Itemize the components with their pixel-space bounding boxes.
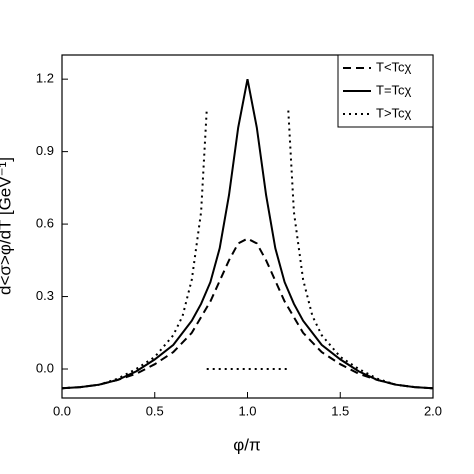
x-axis-title: φ/π bbox=[233, 435, 260, 454]
x-tick-label: 0.5 bbox=[146, 403, 164, 418]
series-line bbox=[61, 237, 434, 390]
series-line bbox=[61, 79, 434, 390]
y-tick-label: 1.2 bbox=[36, 71, 54, 86]
legend-label: T<Tcχ bbox=[376, 59, 412, 74]
y-tick-label: 0.0 bbox=[36, 360, 54, 375]
y-axis-title: d<σ>φ/dT [GeV⁻¹] bbox=[0, 157, 14, 295]
legend-label: T=Tcχ bbox=[376, 82, 412, 97]
x-tick-label: 1.0 bbox=[238, 403, 256, 418]
y-tick-label: 0.3 bbox=[36, 288, 54, 303]
y-tick-label: 0.6 bbox=[36, 216, 54, 231]
y-tick-label: 0.9 bbox=[36, 143, 54, 158]
legend-label: T>Tcχ bbox=[376, 105, 412, 120]
x-tick-label: 1.5 bbox=[331, 403, 349, 418]
series-line bbox=[61, 110, 434, 390]
x-tick-label: 2.0 bbox=[424, 403, 442, 418]
x-tick-label: 0.0 bbox=[53, 403, 71, 418]
